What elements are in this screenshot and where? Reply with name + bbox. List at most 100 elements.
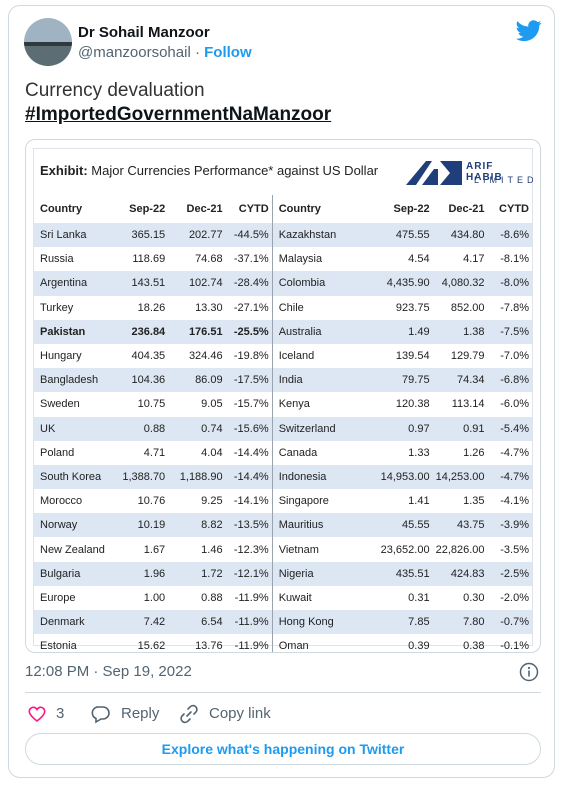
table-row: Pakistan 236.84 176.51 -25.5% Australia 1.49 1… — [34, 319, 532, 344]
value-cell: -4.1% — [500, 495, 529, 508]
value-cell: -3.9% — [487, 513, 532, 538]
value-cell: 1.49 — [367, 319, 433, 344]
value-cell: -8.6% — [487, 223, 532, 248]
country-cell: Indonesia — [272, 464, 368, 490]
value-cell: -4.7% — [487, 464, 532, 490]
value-cell: 86.09 — [168, 368, 226, 393]
value-cell: 1.35 — [463, 495, 485, 508]
country-cell: Estonia — [40, 640, 77, 653]
country-cell: Australia — [272, 319, 368, 344]
value-cell: -7.0% — [500, 350, 529, 363]
value-cell: -13.5% — [225, 513, 273, 538]
value-cell: -0.1% — [500, 640, 529, 653]
table-row: Europe 1.00 0.88 -11.9% Kuwait 0.31 0.30 -2.0% — [34, 585, 532, 610]
value-cell: 923.75 — [395, 301, 430, 314]
tweet-card — [8, 5, 555, 778]
value-cell: -0.7% — [487, 610, 532, 635]
table-row: Bulgaria 1.96 1.72 -12.1% Nigeria 435.51 424.8… — [34, 561, 532, 586]
country-cell: Argentina — [34, 271, 114, 296]
column-header: Sep-22 — [129, 203, 166, 215]
value-cell: 8.82 — [168, 513, 226, 538]
like-icon[interactable] — [27, 704, 47, 724]
tweet-text: Currency devaluation — [25, 80, 205, 101]
value-cell: 1.26 — [463, 446, 485, 459]
value-cell: 176.51 — [168, 319, 226, 344]
value-cell: 1.67 — [143, 543, 166, 556]
copy-link-button[interactable]: Copy link — [209, 705, 271, 722]
like-count[interactable]: 3 — [56, 705, 65, 722]
table-row: New Zealand 1.67 1.46 -12.3% Vietnam 23,652.0… — [34, 537, 532, 562]
value-cell: 324.46 — [188, 350, 223, 363]
country-cell: Singapore — [278, 495, 329, 508]
value-cell: 475.55 — [367, 223, 433, 248]
value-cell: -25.5% — [225, 319, 273, 344]
value-cell: 14,953.00 — [367, 464, 433, 490]
value-cell: -2.5% — [487, 561, 532, 586]
table-row: Sweden 10.75 9.05 -15.7% Kenya 120.38 113.14 -6… — [34, 392, 532, 417]
exhibit: Exhibit: Major Currencies Performance* a… — [33, 148, 534, 652]
value-cell: -6.0% — [500, 398, 529, 411]
handle[interactable]: @manzoorsohail — [78, 44, 191, 61]
value-cell: 104.36 — [113, 368, 169, 393]
avatar[interactable] — [24, 18, 72, 66]
reply-button[interactable]: Reply — [121, 705, 160, 722]
value-cell: -19.8% — [225, 343, 273, 369]
value-cell: 1.38 — [432, 319, 488, 344]
value-cell: -17.5% — [225, 368, 273, 393]
country-cell: Kuwait — [278, 591, 312, 604]
separator: · — [194, 44, 200, 61]
country-cell: India — [272, 368, 368, 393]
column-header: Dec-21 — [186, 203, 223, 215]
header-row: Country Sep-22 Dec-21 CYTD Country Sep-22 Dec-… — [34, 195, 532, 223]
value-cell: 74.34 — [432, 368, 488, 393]
value-cell: 0.74 — [168, 416, 226, 441]
value-cell: 1.00 — [143, 591, 166, 604]
hashtag[interactable]: #ImportedGovernmentNaManzoor — [25, 104, 332, 125]
value-cell: 202.77 — [168, 223, 226, 248]
value-cell: 9.25 — [201, 495, 223, 508]
country-cell: South Korea — [34, 464, 114, 490]
value-cell: -2.0% — [500, 591, 529, 604]
country-cell: New Zealand — [40, 543, 105, 556]
table-row: Estonia 15.62 13.76 -11.9% Oman 0.39 0.38 -0.1% — [34, 634, 532, 653]
table-row: Russia 118.69 74.68 -37.1% Malaysia 4.54 4.17 -… — [34, 247, 532, 272]
value-cell: 365.15 — [113, 223, 169, 248]
info-icon[interactable] — [519, 662, 539, 682]
value-cell: 13.30 — [195, 301, 223, 314]
value-cell: 0.88 — [113, 416, 169, 441]
value-cell: -5.4% — [487, 416, 532, 441]
link-icon[interactable] — [179, 704, 199, 724]
value-cell: 0.38 — [463, 640, 485, 653]
value-cell: -27.1% — [225, 295, 273, 320]
value-cell: 7.85 — [367, 610, 433, 635]
value-cell: -15.7% — [225, 392, 273, 417]
country-cell: Hong Kong — [272, 610, 368, 635]
value-cell: 4,435.90 — [367, 271, 433, 296]
value-cell: -14.4% — [225, 440, 273, 465]
country-cell: Kenya — [278, 398, 310, 411]
exhibit-label: Exhibit: — [40, 163, 88, 178]
value-cell: -12.3% — [225, 537, 273, 562]
value-cell: 1,388.70 — [113, 464, 169, 490]
value-cell: -3.5% — [500, 543, 529, 556]
value-cell: -8.1% — [500, 253, 529, 266]
author-name[interactable]: Dr Sohail Manzoor — [78, 24, 210, 41]
reply-icon[interactable] — [91, 704, 111, 724]
explore-button[interactable]: Explore what's happening on Twitter — [25, 733, 541, 765]
value-cell: 852.00 — [450, 301, 485, 314]
value-cell: 79.75 — [367, 368, 433, 393]
value-cell: -12.1% — [225, 561, 273, 586]
follow-button[interactable]: Follow — [204, 44, 252, 61]
value-cell: 0.39 — [408, 640, 430, 653]
table-row: Morocco 10.76 9.25 -14.1% Singapore 1.41 1.35 -… — [34, 489, 532, 514]
country-cell: Canada — [278, 446, 318, 459]
timestamp[interactable]: 12:08 PM · Sep 19, 2022 — [25, 663, 192, 680]
twitter-logo[interactable] — [516, 20, 542, 42]
country-cell: Mauritius — [272, 513, 368, 538]
column-header: Country — [40, 203, 83, 215]
tweet-image[interactable]: Exhibit: Major Currencies Performance* a… — [25, 139, 541, 653]
table-row: Denmark 7.42 6.54 -11.9% Hong Kong 7.85 7.80 -0… — [34, 610, 532, 635]
value-cell: 102.74 — [168, 271, 226, 296]
table-row: UK 0.88 0.74 -15.6% Switzerland 0.97 0.91 -5.4% — [34, 416, 532, 441]
country-cell: Sweden — [40, 398, 80, 411]
